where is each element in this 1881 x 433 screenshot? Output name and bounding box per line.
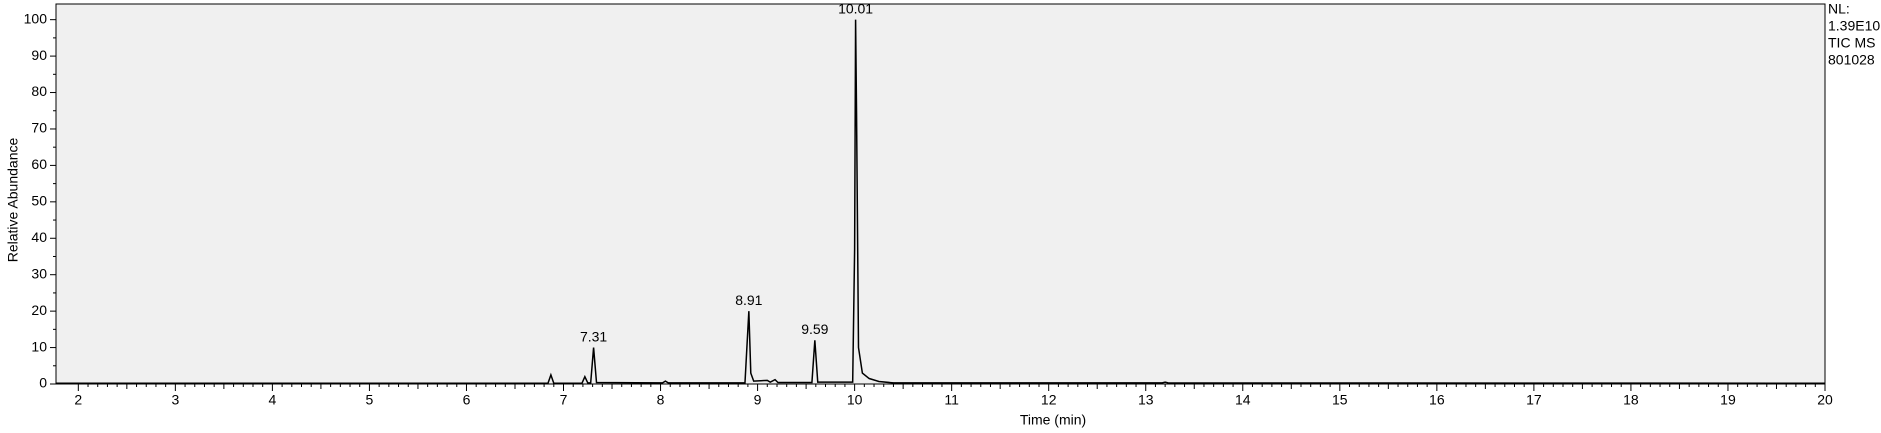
info-text: 1.39E10 xyxy=(1828,18,1880,34)
info-text: TIC MS xyxy=(1828,35,1875,51)
x-tick-label: 12 xyxy=(1041,392,1057,408)
y-tick-label: 30 xyxy=(31,265,47,281)
trace xyxy=(56,19,1826,385)
plot-area xyxy=(55,3,1826,385)
y-tick-label: 60 xyxy=(31,156,47,172)
x-tick-label: 6 xyxy=(463,392,471,408)
peak-label: 9.59 xyxy=(801,321,828,337)
info-text: NL: xyxy=(1828,1,1850,17)
peak-label: 8.91 xyxy=(735,292,762,308)
x-tick-label: 9 xyxy=(754,392,762,408)
peak-label: 10.01 xyxy=(838,0,873,16)
y-tick-label: 70 xyxy=(31,120,47,136)
x-tick-label: 10 xyxy=(847,392,863,408)
x-tick-label: 8 xyxy=(657,392,665,408)
x-tick-label: 13 xyxy=(1138,392,1154,408)
x-tick-label: 19 xyxy=(1720,392,1736,408)
info-text: 801028 xyxy=(1828,52,1875,68)
x-tick-label: 4 xyxy=(268,392,276,408)
x-tick-label: 7 xyxy=(560,392,568,408)
y-tick-label: 10 xyxy=(31,338,47,354)
y-tick-label: 100 xyxy=(24,10,48,26)
y-tick-label: 90 xyxy=(31,47,47,63)
y-tick-label: 20 xyxy=(31,302,47,318)
x-tick-label: 11 xyxy=(944,392,959,408)
y-tick-label: 80 xyxy=(31,83,47,99)
y-tick-label: 50 xyxy=(31,193,47,209)
x-tick-label: 15 xyxy=(1332,392,1348,408)
x-tick-label: 2 xyxy=(74,392,82,408)
x-tick-label: 20 xyxy=(1817,392,1833,408)
x-tick-label: 3 xyxy=(171,392,179,408)
x-tick-label: 14 xyxy=(1235,392,1251,408)
y-tick-label: 40 xyxy=(31,229,47,245)
x-tick-label: 16 xyxy=(1429,392,1445,408)
peak-label: 7.31 xyxy=(580,328,607,344)
y-tick-label: 0 xyxy=(39,375,47,391)
x-tick-label: 5 xyxy=(366,392,374,408)
x-tick-label: 17 xyxy=(1526,392,1542,408)
x-tick-label: 18 xyxy=(1623,392,1639,408)
y-axis-label: Relative Abundance xyxy=(5,138,21,263)
x-axis-label: Time (min) xyxy=(1020,412,1086,428)
